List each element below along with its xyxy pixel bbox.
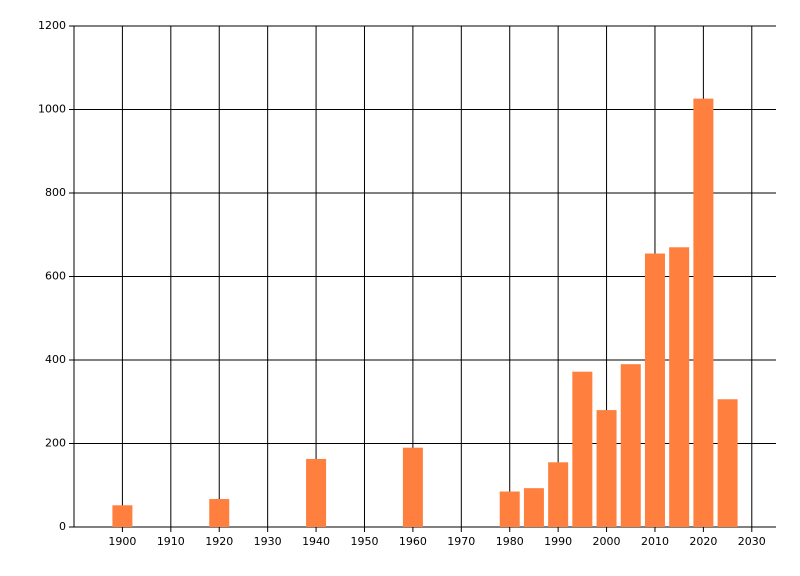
bar [402, 447, 423, 527]
x-tick-label: 1960 [399, 535, 427, 548]
x-tick-label: 1900 [108, 535, 136, 548]
bar [499, 491, 520, 527]
x-tick-label: 2000 [593, 535, 621, 548]
y-tick-label: 1000 [38, 103, 66, 116]
bar [523, 488, 544, 527]
y-tick-label: 600 [45, 270, 66, 283]
x-tick-label: 1970 [447, 535, 475, 548]
x-tick-label: 1930 [254, 535, 282, 548]
x-tick-label: 2030 [738, 535, 766, 548]
y-tick-label: 400 [45, 353, 66, 366]
bar [548, 462, 569, 527]
y-tick-label: 800 [45, 186, 66, 199]
bar [596, 410, 617, 527]
x-tick-label: 1950 [350, 535, 378, 548]
bar [572, 371, 593, 527]
x-tick-label: 2020 [689, 535, 717, 548]
bar [209, 499, 230, 527]
bar [669, 247, 690, 527]
bar [693, 98, 714, 528]
bar [620, 364, 641, 527]
bar [717, 399, 738, 527]
x-tick-label: 1940 [302, 535, 330, 548]
bar [644, 253, 665, 527]
x-tick-label: 1910 [157, 535, 185, 548]
y-tick-label: 0 [59, 520, 66, 533]
x-tick-label: 2010 [641, 535, 669, 548]
bar [112, 505, 133, 527]
y-tick-label: 1200 [38, 19, 66, 32]
bar [306, 458, 327, 527]
x-tick-label: 1990 [544, 535, 572, 548]
x-tick-label: 1920 [205, 535, 233, 548]
y-tick-label: 200 [45, 437, 66, 450]
x-tick-label: 1980 [496, 535, 524, 548]
